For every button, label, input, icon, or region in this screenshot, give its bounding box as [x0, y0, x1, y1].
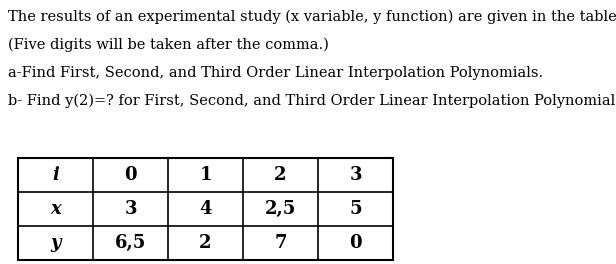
Text: a-Find First, Second, and Third Order Linear Interpolation Polynomials.: a-Find First, Second, and Third Order Li… [8, 66, 543, 80]
Text: 7: 7 [274, 234, 287, 252]
Text: 3: 3 [124, 200, 137, 218]
Text: i: i [52, 166, 59, 184]
Text: The results of an experimental study (x variable, y function) are given in the t: The results of an experimental study (x … [8, 10, 616, 24]
Text: 5: 5 [349, 200, 362, 218]
Text: b- Find y(2)=? for First, Second, and Third Order Linear Interpolation Polynomia: b- Find y(2)=? for First, Second, and Th… [8, 94, 616, 109]
Text: 1: 1 [199, 166, 212, 184]
Text: 4: 4 [199, 200, 212, 218]
Text: x: x [50, 200, 61, 218]
Bar [18, 158, 393, 260]
Text: 2,5: 2,5 [265, 200, 296, 218]
Text: 3: 3 [349, 166, 362, 184]
Text: (Five digits will be taken after the comma.): (Five digits will be taken after the com… [8, 38, 329, 52]
Text: 0: 0 [124, 166, 137, 184]
Text: y: y [51, 234, 61, 252]
Text: 6,5: 6,5 [115, 234, 146, 252]
Text: 2: 2 [199, 234, 212, 252]
Text: 2: 2 [274, 166, 287, 184]
Text: 0: 0 [349, 234, 362, 252]
